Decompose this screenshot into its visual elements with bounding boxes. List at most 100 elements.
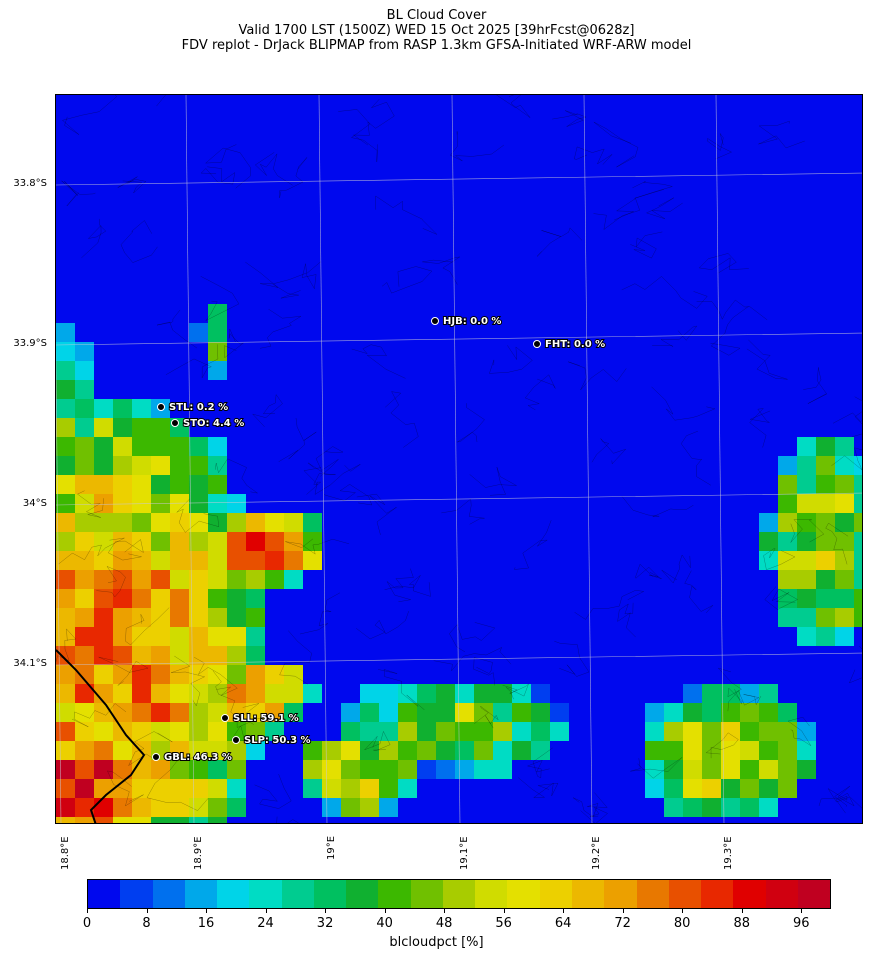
cloud-cell — [56, 741, 75, 760]
cloud-cell — [227, 741, 246, 760]
terrain-contour — [652, 325, 698, 347]
cloud-cell — [208, 570, 227, 589]
cloud-cell — [189, 551, 208, 570]
cloud-cell — [208, 361, 227, 380]
cloud-cell — [740, 722, 759, 741]
cloud-cell — [170, 646, 189, 665]
terrain-contour — [315, 446, 344, 477]
cloud-cell — [132, 798, 151, 817]
cloud-cell — [94, 513, 113, 532]
cloud-cell — [531, 684, 550, 703]
terrain-contour — [107, 539, 144, 561]
cloud-cell — [303, 741, 322, 760]
cloud-cell — [284, 684, 303, 703]
cloud-cell — [208, 513, 227, 532]
terrain-contour — [680, 430, 712, 486]
graticule-lon-line — [185, 95, 195, 823]
cloud-cell — [797, 456, 816, 475]
cloud-cell — [835, 589, 854, 608]
cloud-cell — [303, 684, 322, 703]
colorbar-swatch — [249, 880, 282, 908]
cloud-cell — [170, 665, 189, 684]
cloud-cell — [189, 570, 208, 589]
cloud-cell — [189, 779, 208, 798]
cloud-cell — [797, 437, 816, 456]
map-title: BL Cloud Cover Valid 1700 LST (1500Z) WE… — [0, 8, 873, 53]
cloud-cell — [854, 608, 862, 627]
terrain-contour — [351, 344, 406, 379]
cloud-cell — [797, 627, 816, 646]
terrain-contour — [441, 498, 485, 525]
cloud-cell — [322, 779, 341, 798]
cloud-cell — [664, 760, 683, 779]
terrain-contour — [58, 537, 125, 565]
cloud-cell — [322, 741, 341, 760]
cloud-cell — [778, 589, 797, 608]
cloud-cell — [208, 817, 227, 823]
cloud-cell — [797, 551, 816, 570]
terrain-contour — [758, 120, 805, 149]
cloud-cell — [208, 456, 227, 475]
terrain-contour — [518, 777, 559, 798]
cloud-cell — [170, 456, 189, 475]
graticule-lon-line — [318, 95, 328, 823]
cloud-cell — [56, 532, 75, 551]
cloud-cell — [151, 608, 170, 627]
cloud-cell — [360, 684, 379, 703]
cloud-cell — [759, 532, 778, 551]
cloud-cell — [854, 551, 862, 570]
colorbar-swatch — [378, 880, 411, 908]
colorbar-tick-mark — [622, 909, 624, 913]
terrain-contour — [450, 131, 505, 162]
cloud-cell — [740, 684, 759, 703]
cloud-cell — [398, 741, 417, 760]
cloud-cell — [759, 722, 778, 741]
colorbar-tick-mark — [741, 909, 743, 913]
cloud-cell — [436, 684, 455, 703]
cloud-cell — [854, 513, 862, 532]
cloud-cell — [189, 437, 208, 456]
lon-label-19-2: 19.2°E — [591, 836, 602, 870]
cloud-cell — [56, 608, 75, 627]
cloud-cell — [265, 513, 284, 532]
cloud-cell — [341, 760, 360, 779]
cloud-cell — [778, 760, 797, 779]
terrain-contour — [574, 590, 645, 620]
terrain-contour — [259, 308, 302, 349]
cloud-cell — [702, 779, 721, 798]
cloud-cell — [664, 722, 683, 741]
terrain-contour — [96, 565, 126, 598]
map-canvas: HJB: 0.0 % FHT: 0.0 % STL: 0.2 % STO: 4.4 %… — [56, 95, 862, 823]
terrain-contour — [61, 95, 117, 135]
cloud-cell — [360, 760, 379, 779]
graticule-lon-line — [56, 341, 62, 823]
cloud-cell — [246, 589, 265, 608]
cloud-cell — [835, 456, 854, 475]
cloud-cell — [645, 703, 664, 722]
terrain-contour — [200, 166, 236, 185]
cloud-cell — [284, 665, 303, 684]
cloud-cell — [303, 532, 322, 551]
cloud-cell — [797, 722, 816, 741]
graticule-lon-line — [583, 95, 593, 823]
colorbar-tick-mark — [801, 909, 803, 913]
cloud-cell — [683, 703, 702, 722]
cloud-cell — [170, 817, 189, 823]
cloud-cell — [284, 703, 303, 722]
cloud-cell — [265, 532, 284, 551]
cloud-cell — [132, 779, 151, 798]
cloud-cell — [75, 798, 94, 817]
colorbar-swatch — [797, 880, 831, 908]
cloud-cell — [56, 437, 75, 456]
terrain-contour — [306, 464, 361, 495]
terrain-contour — [127, 731, 173, 767]
cloud-cell — [132, 627, 151, 646]
cloud-cell — [303, 760, 322, 779]
cloud-cell — [208, 646, 227, 665]
cloud-cell — [113, 589, 132, 608]
cloud-cell — [189, 741, 208, 760]
colorbar-swatch — [668, 880, 702, 908]
colorbar-tick-mark — [87, 909, 88, 913]
cloud-cell — [227, 684, 246, 703]
cloud-cell — [151, 589, 170, 608]
